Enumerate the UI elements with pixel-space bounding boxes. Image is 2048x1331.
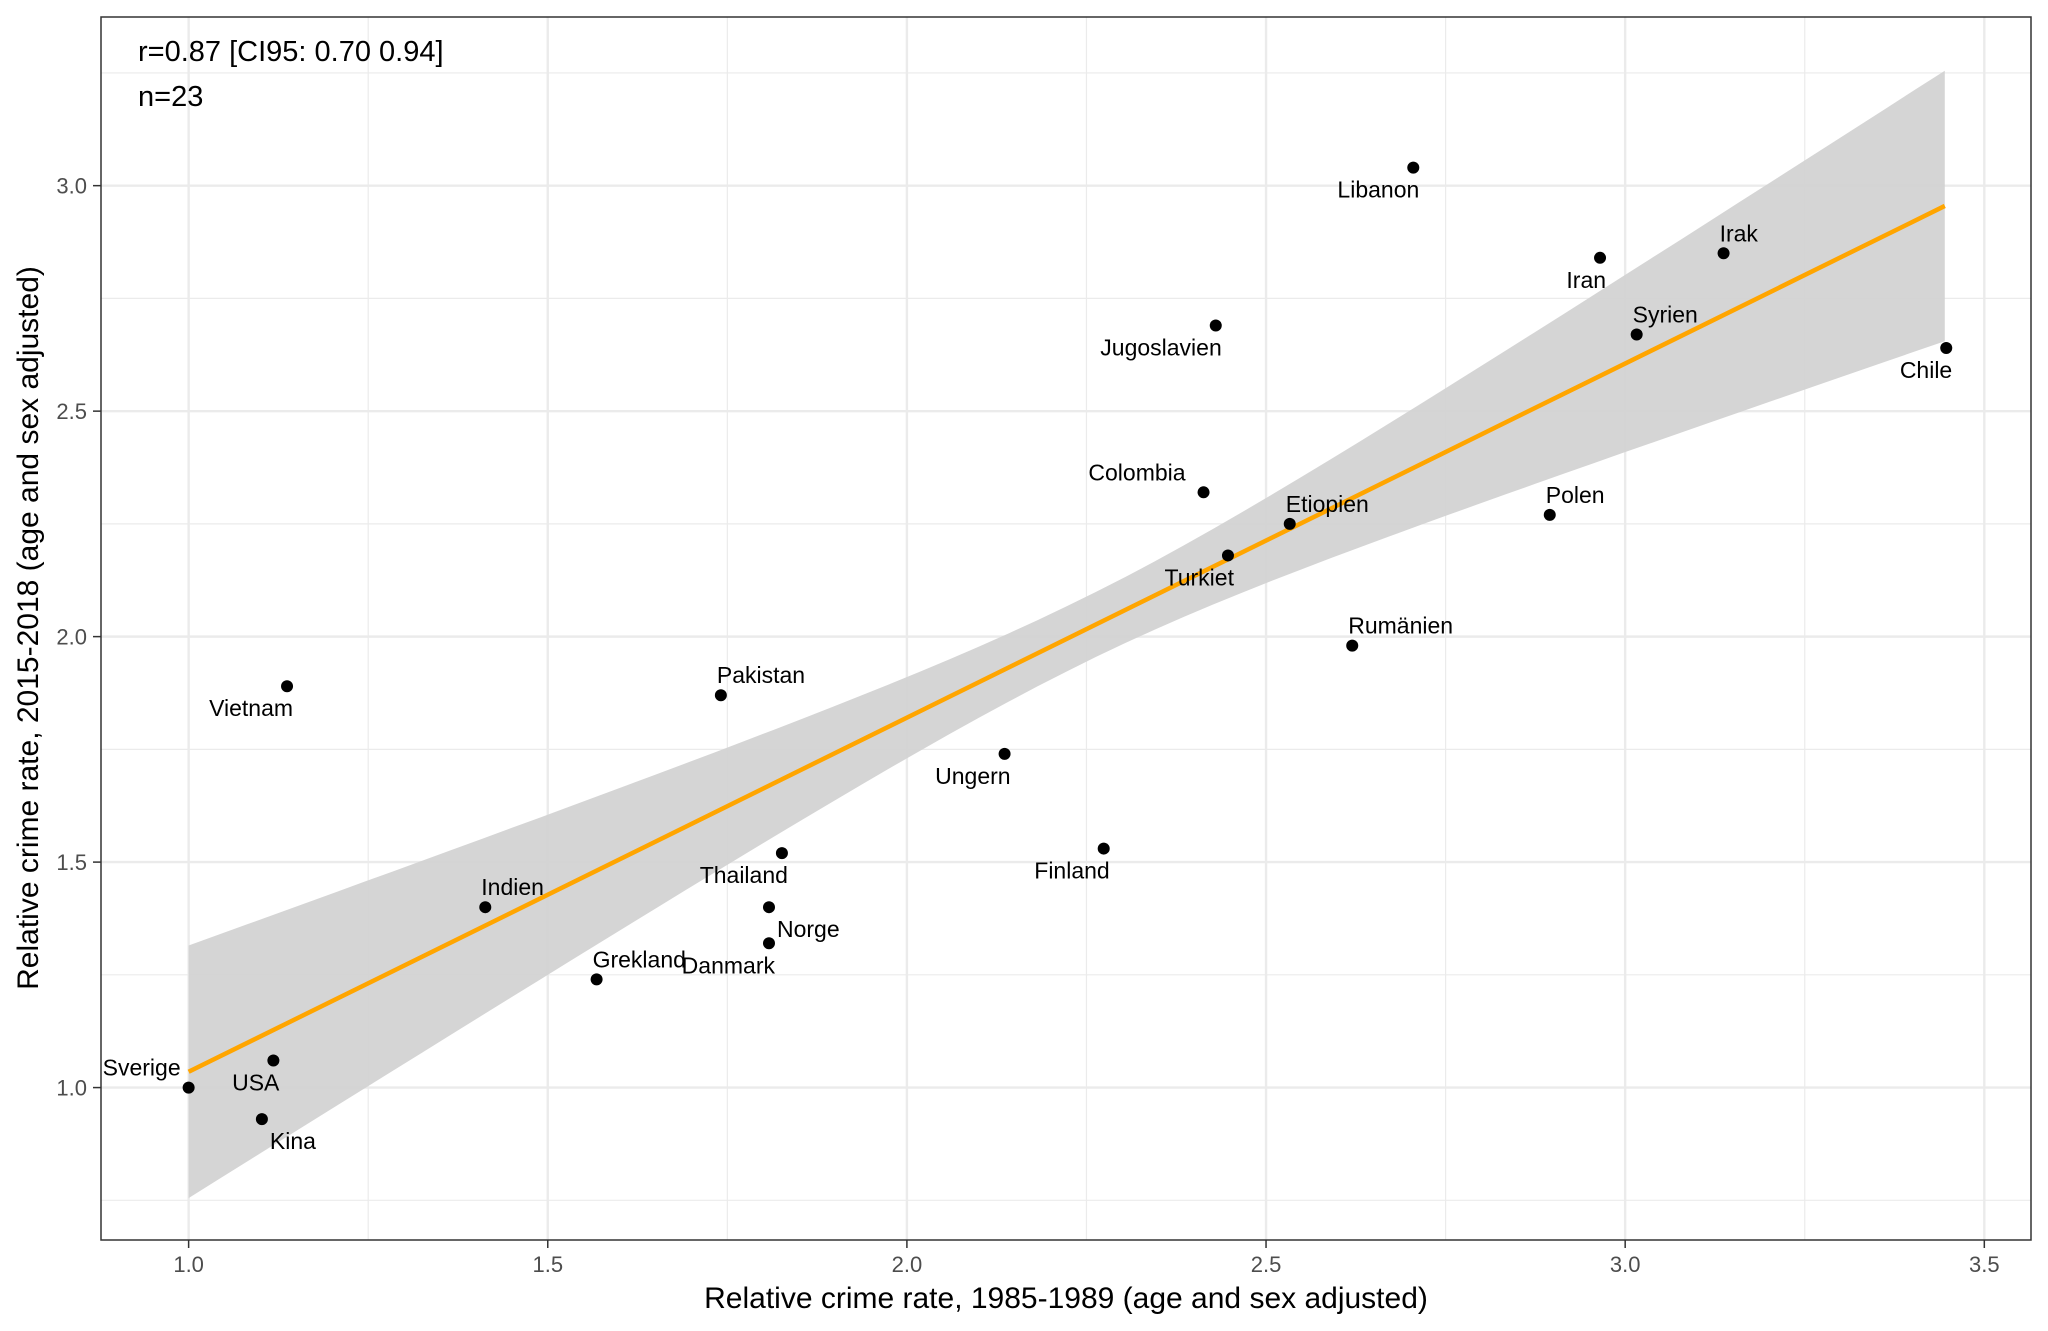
data-point [1940, 342, 1953, 355]
x-tick-label: 3.0 [1610, 1252, 1641, 1277]
data-point [762, 937, 775, 950]
plot-panel-border [100, 16, 2032, 1241]
data-point [714, 689, 727, 702]
point-labels: Sverige USA Kina Vietnam Indien Grekland Pakis… [103, 177, 1953, 1155]
data-point [1407, 161, 1420, 174]
data-point [775, 847, 788, 860]
data-point [1717, 247, 1730, 260]
regression-line [187, 203, 1946, 1074]
point-label: Iran [1566, 267, 1606, 293]
data-point [267, 1054, 280, 1067]
point-label: Etiopien [1286, 491, 1369, 517]
x-tick-label: 1.5 [532, 1252, 563, 1277]
grid [101, 17, 2031, 1240]
x-axis-title: Relative crime rate, 1985-1989 (age and … [704, 1282, 1428, 1315]
x-tick-label: 3.5 [1969, 1252, 2000, 1277]
data-point [1283, 517, 1296, 530]
data-point [1197, 486, 1210, 499]
data-point [255, 1113, 268, 1126]
point-label: Grekland [593, 946, 686, 972]
y-tick-label: 2.5 [56, 399, 87, 424]
point-label: Polen [1546, 482, 1605, 508]
x-tick-label: 2.5 [1251, 1252, 1282, 1277]
point-label: Syrien [1633, 301, 1698, 327]
point-label: Colombia [1088, 459, 1185, 485]
point-label: Libanon [1337, 177, 1419, 203]
point-label: Irak [1720, 220, 1759, 246]
regression-fit-line [187, 203, 1946, 1074]
y-tick-label: 1.5 [56, 850, 87, 875]
axes: 1.0 1.5 2.0 2.5 3.0 3.5 1.0 1.5 2.0 2.5 3.0 [56, 174, 1999, 1277]
point-label: Sverige [103, 1055, 181, 1081]
point-label: Finland [1034, 858, 1109, 884]
x-tick-label: 2.0 [892, 1252, 923, 1277]
point-label: Chile [1900, 357, 1952, 383]
data-point [182, 1081, 195, 1094]
data-points [182, 161, 1953, 1126]
data-point [1346, 639, 1359, 652]
y-tick-label: 3.0 [56, 174, 87, 199]
point-label: Indien [481, 874, 544, 900]
point-label: USA [232, 1070, 280, 1096]
confidence-interval-band [188, 70, 1945, 1199]
point-label: Norge [777, 916, 840, 942]
data-point [762, 901, 775, 914]
point-label: Rumänien [1348, 613, 1453, 639]
x-tick-label: 1.0 [173, 1252, 204, 1277]
data-point [1097, 842, 1110, 855]
data-point [1594, 251, 1607, 264]
data-point [590, 973, 603, 986]
y-tick-label: 2.0 [56, 625, 87, 650]
data-point [1221, 549, 1234, 562]
point-label: Kina [270, 1128, 316, 1154]
data-point [1630, 328, 1643, 341]
point-label: Turkiet [1165, 564, 1235, 590]
point-label: Vietnam [209, 695, 293, 721]
data-point [998, 747, 1011, 760]
data-point [1543, 508, 1556, 521]
y-tick-label: 1.0 [56, 1076, 87, 1101]
point-label: Ungern [935, 763, 1010, 789]
confidence-band [188, 70, 1945, 1199]
point-label: Pakistan [717, 662, 805, 688]
sample-size-annotation: n=23 [138, 81, 203, 113]
point-label: Jugoslavien [1100, 334, 1221, 360]
data-point [1209, 319, 1222, 332]
point-label: Thailand [700, 862, 788, 888]
data-point [479, 901, 492, 914]
data-point [281, 680, 294, 693]
y-axis-title: Relative crime rate, 2015-2018 (age and … [12, 266, 45, 990]
correlation-annotation: r=0.87 [CI95: 0.70 0.94] [138, 36, 444, 68]
point-label: Danmark [682, 952, 776, 978]
